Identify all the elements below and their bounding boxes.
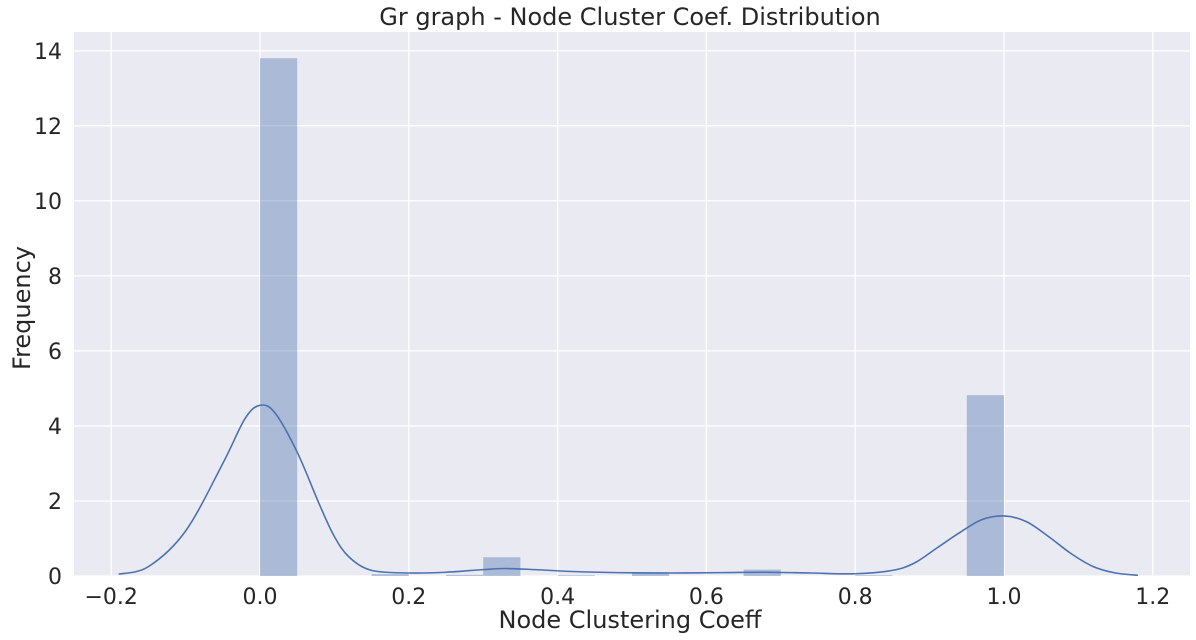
histogram-bar: [855, 575, 893, 576]
histogram-bar: [446, 574, 484, 576]
x-axis-ticks: −0.2 0.0 0.2 0.4 0.6 0.8 1.0 1.2: [84, 585, 1170, 610]
x-tick-label: 1.0: [987, 585, 1022, 610]
x-tick-label: 0.4: [540, 585, 575, 610]
x-tick-label: 0.0: [243, 585, 278, 610]
histogram-bar: [483, 557, 521, 576]
y-axis-ticks: 0 2 4 6 8 10 12 14: [34, 40, 62, 590]
histogram-bars: [260, 58, 1004, 576]
x-tick-label: 0.8: [838, 585, 873, 610]
grid-lines: [74, 32, 1190, 577]
y-tick-label: 10: [34, 190, 62, 215]
y-axis-label: Frequency: [8, 246, 36, 370]
plot-background: [74, 32, 1190, 576]
x-tick-label: 0.6: [689, 585, 724, 610]
y-tick-label: 12: [34, 115, 62, 140]
x-tick-label: −0.2: [84, 585, 137, 610]
y-tick-label: 8: [48, 265, 62, 290]
y-tick-label: 14: [34, 40, 62, 65]
y-tick-label: 2: [48, 490, 62, 515]
kde-curve: [118, 404, 1139, 577]
x-tick-label: 0.2: [391, 585, 426, 610]
histogram-bar: [371, 574, 409, 576]
x-axis-label: Node Clustering Coeff: [499, 606, 762, 634]
histogram-bar: [557, 575, 595, 576]
y-tick-label: 6: [48, 340, 62, 365]
histogram-bar: [260, 58, 298, 576]
y-tick-label: 4: [48, 415, 62, 440]
y-tick-label: 0: [48, 565, 62, 590]
histogram-bar: [966, 395, 1004, 576]
chart-title: Gr graph - Node Cluster Coef. Distributi…: [379, 3, 881, 31]
x-tick-label: 1.2: [1135, 585, 1170, 610]
histogram-bar: [632, 572, 670, 576]
